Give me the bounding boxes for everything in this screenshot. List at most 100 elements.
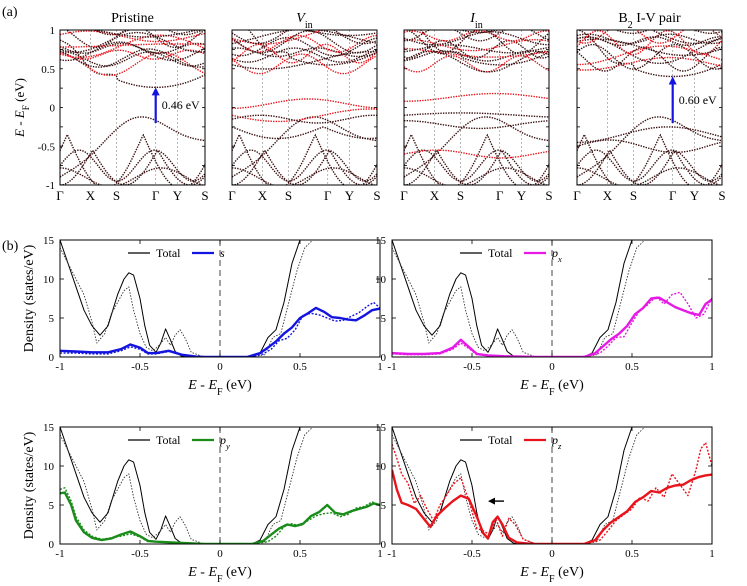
band-line bbox=[60, 51, 205, 77]
band-line bbox=[577, 149, 722, 182]
band-line bbox=[232, 114, 377, 124]
dos-xtick-label: 1 bbox=[377, 548, 383, 560]
legend-orbital-sub: x bbox=[557, 254, 562, 264]
band-title: Iin bbox=[469, 11, 483, 31]
band-line bbox=[232, 30, 377, 45]
dos-xlabel-unit: (eV) bbox=[223, 565, 252, 580]
band-frame bbox=[403, 29, 550, 186]
band-line bbox=[404, 149, 549, 159]
annotation-arrow-head bbox=[488, 497, 495, 505]
band-line bbox=[404, 55, 549, 73]
band-line bbox=[232, 149, 377, 182]
band-line bbox=[577, 148, 722, 185]
kpoint-label: S bbox=[285, 188, 292, 203]
legend-label-orbital: py bbox=[219, 433, 230, 451]
dos-ytick-label: 5 bbox=[381, 313, 387, 325]
dos-xtick-label: 1 bbox=[709, 548, 715, 560]
dos-xtick-label: 0.5 bbox=[293, 361, 307, 373]
dos-xtick-label: 0.5 bbox=[293, 548, 307, 560]
band-line bbox=[577, 46, 722, 72]
band-line bbox=[60, 116, 205, 178]
kpoint-label: S bbox=[545, 188, 552, 203]
dos-xlabel: E - EF (eV) bbox=[187, 378, 252, 398]
dos-xlabel: E - EF (eV) bbox=[519, 565, 584, 585]
kpoint-label: Y bbox=[173, 188, 183, 203]
band-line bbox=[60, 148, 205, 185]
band-line bbox=[577, 36, 722, 46]
band-title: Vin bbox=[296, 11, 312, 31]
legend-orbital-main: p bbox=[551, 246, 558, 260]
dos-ylabel: Density (states/eV) bbox=[22, 431, 37, 539]
dos-xtick-label: 0 bbox=[217, 548, 223, 560]
kpoint-label: Γ bbox=[324, 188, 332, 203]
band-line bbox=[404, 30, 549, 42]
band-line bbox=[60, 149, 205, 182]
band-line bbox=[404, 39, 549, 59]
dos-ytick-label: 0 bbox=[381, 539, 387, 551]
kpoint-label: Y bbox=[517, 188, 527, 203]
kpoint-label: X bbox=[86, 188, 96, 203]
dos-plot-3: 0 5 10 15 -1 -0.5 0 0.5 1 E - EF (eV) Density (sta… bbox=[22, 422, 383, 585]
band-line bbox=[232, 47, 377, 63]
band-lines bbox=[60, 30, 205, 185]
kpoint-label: X bbox=[258, 188, 268, 203]
dos-ytick-label: 15 bbox=[375, 235, 387, 247]
band-line bbox=[404, 132, 549, 185]
band-line bbox=[60, 132, 205, 185]
dos-xtick-label: 0 bbox=[217, 361, 223, 373]
band-ytick-label: 0.5 bbox=[41, 64, 55, 76]
dos-ytick-label: 15 bbox=[375, 422, 387, 434]
dos-ytick-label: 10 bbox=[375, 461, 387, 473]
dos-xlabel-unit: (eV) bbox=[555, 378, 584, 393]
band-line bbox=[577, 45, 722, 66]
dos-ytick-label: 5 bbox=[49, 313, 55, 325]
band-line bbox=[60, 51, 205, 67]
band-lines bbox=[232, 30, 377, 185]
kpoint-label: X bbox=[603, 188, 613, 203]
dos-xlabel-main: E - E bbox=[519, 565, 549, 580]
dos-xlabel-sub: F bbox=[549, 387, 555, 398]
dos-xtick-label: -0.5 bbox=[131, 361, 149, 373]
gap-arrow-head bbox=[151, 87, 160, 96]
legend-orbital-main: p bbox=[551, 433, 558, 447]
band-line bbox=[404, 120, 549, 130]
dos-xtick-label: -0.5 bbox=[131, 548, 149, 560]
band-line bbox=[232, 132, 377, 185]
band-line bbox=[232, 98, 377, 109]
band-line bbox=[232, 34, 377, 53]
dos-xlabel-sub: F bbox=[217, 574, 223, 585]
dos-series bbox=[60, 240, 380, 357]
kpoint-label: Γ bbox=[496, 188, 504, 203]
legend-orbital-main: s bbox=[220, 246, 225, 260]
dos-xtick-label: 1 bbox=[377, 361, 383, 373]
band-ylabel: E - EF (eV) bbox=[12, 78, 32, 138]
band-line bbox=[60, 49, 205, 60]
dos-plot-1: 0 5 10 15 -1 -0.5 0 0.5 1 E - EF (eV) Density (sta… bbox=[22, 235, 383, 398]
dos-xlabel: E - EF (eV) bbox=[187, 565, 252, 585]
kpoint-label: Γ bbox=[56, 188, 64, 203]
kpoint-label: Y bbox=[690, 188, 700, 203]
band-line bbox=[232, 47, 377, 58]
dos-line-total bbox=[60, 240, 302, 357]
gap-label: 0.46 eV bbox=[162, 98, 200, 112]
dos-line-p-y-dotted- bbox=[60, 487, 380, 544]
band-line bbox=[404, 44, 549, 54]
dos-ytick-label: 0 bbox=[49, 539, 55, 551]
band-line bbox=[577, 30, 722, 78]
band-line bbox=[404, 92, 549, 102]
band-ytick-label: 0 bbox=[50, 103, 56, 115]
dos-xtick-label: -0.5 bbox=[463, 361, 481, 373]
band-line bbox=[232, 30, 377, 45]
dos-series bbox=[392, 240, 712, 357]
band-title-main: V bbox=[296, 11, 306, 26]
band-line bbox=[247, 30, 377, 66]
band-line bbox=[404, 39, 549, 52]
legend-orbital-main: p bbox=[219, 433, 226, 447]
band-line bbox=[577, 56, 722, 71]
dos-ytick-label: 5 bbox=[49, 500, 55, 512]
dos-line-p-z-dotted- bbox=[392, 441, 712, 544]
band-line bbox=[577, 132, 722, 185]
